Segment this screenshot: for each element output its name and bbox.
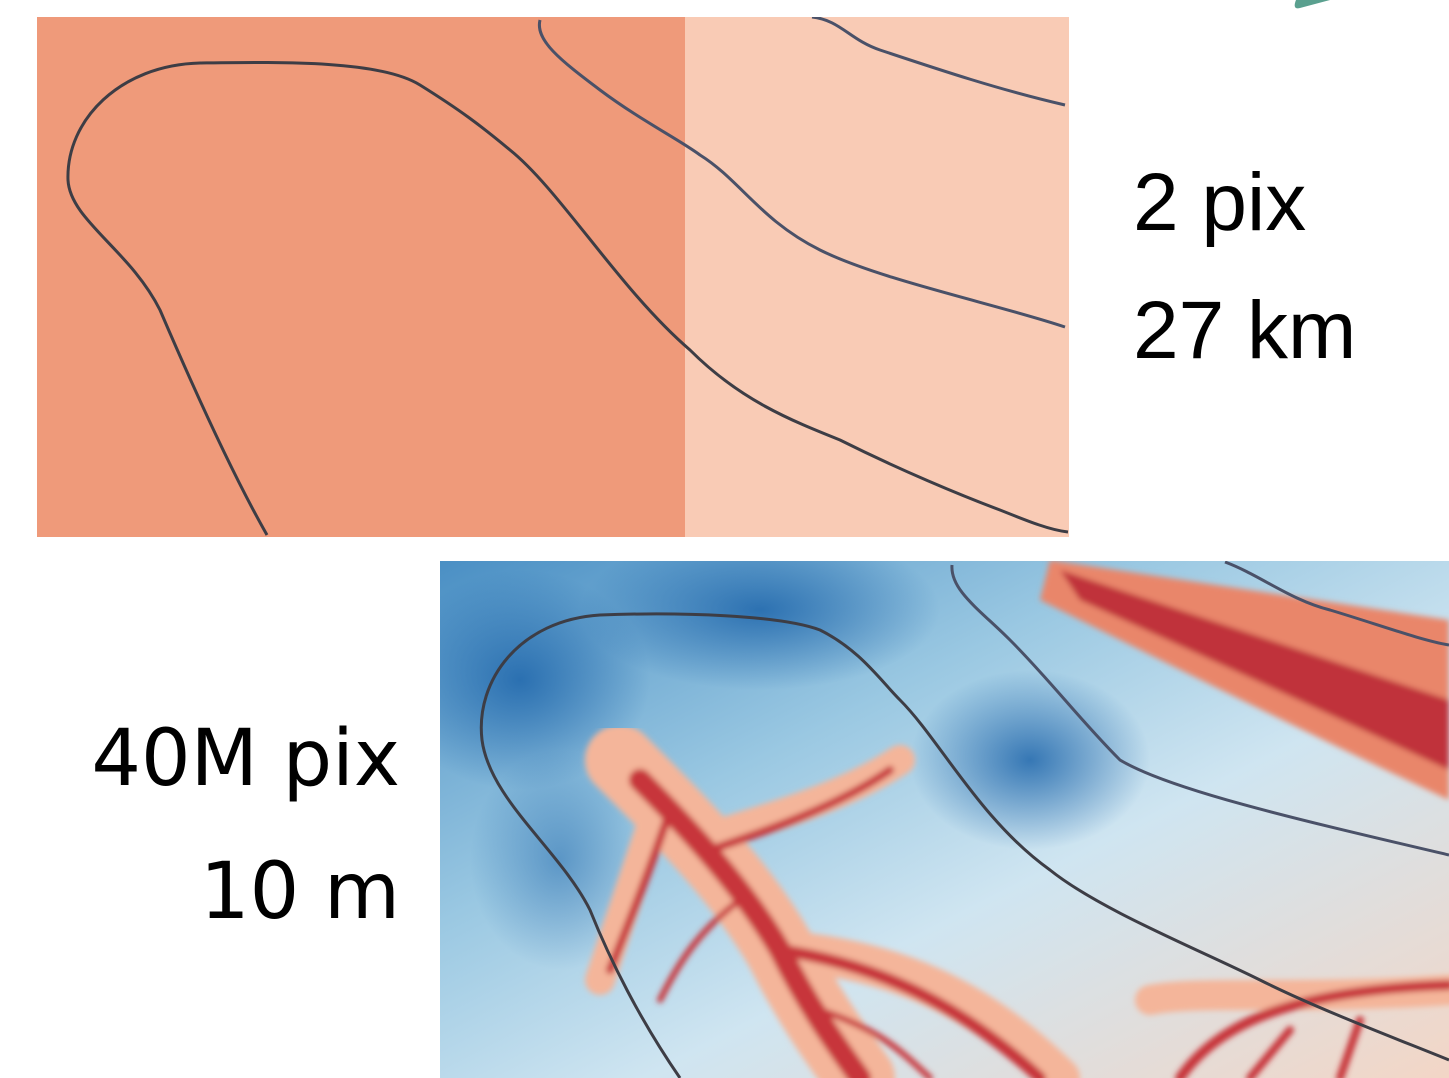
resolution-label: 2 pix bbox=[1133, 157, 1306, 248]
slide: 2 pix 27 km bbox=[0, 0, 1449, 1078]
coarse-map bbox=[37, 17, 1069, 537]
fine-map bbox=[390, 530, 1449, 1078]
page: {"top_panel": {"resolution": "2 pix", "c… bbox=[0, 0, 1449, 1078]
resolution-label: 40M pix bbox=[91, 714, 400, 804]
glyph-fragment bbox=[1295, 0, 1330, 8]
cell-size-label: 27 km bbox=[1133, 285, 1356, 376]
cell bbox=[37, 17, 685, 537]
cell-size-label: 10 m bbox=[200, 847, 400, 937]
